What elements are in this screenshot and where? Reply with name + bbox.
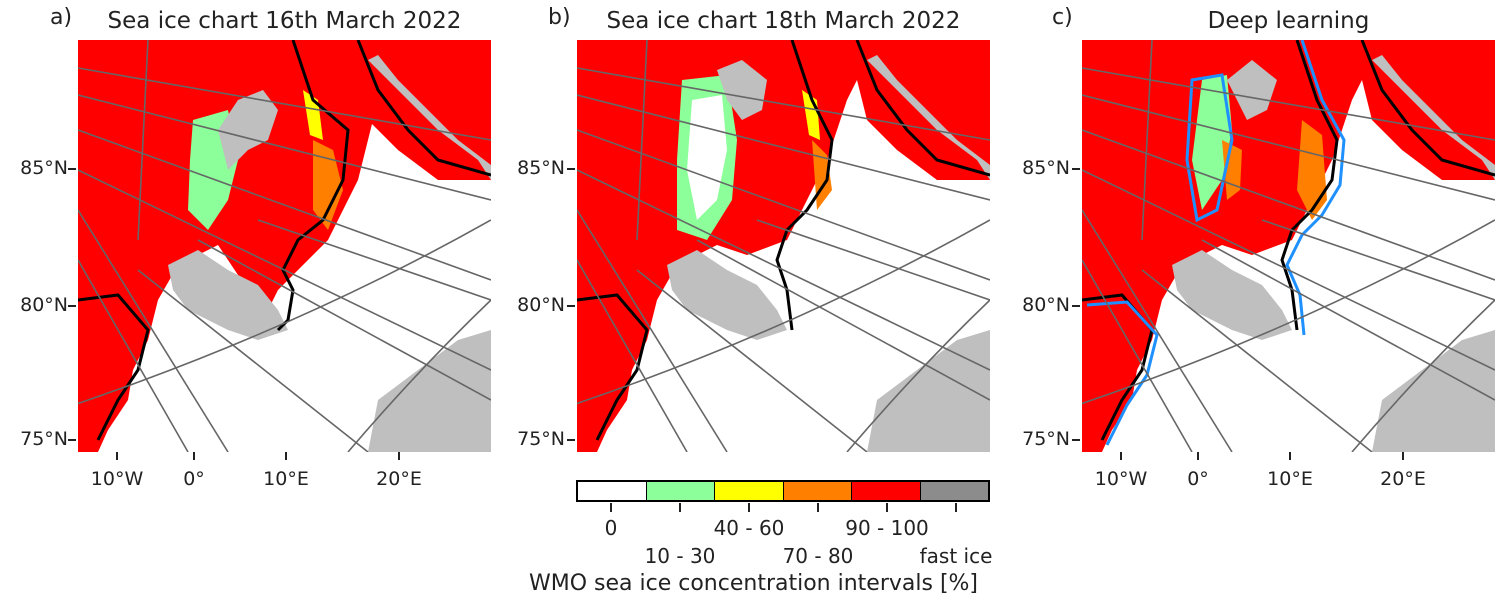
colorbar-label-90-100: 90 - 100 <box>845 516 929 540</box>
map-panel-a <box>78 40 491 452</box>
lat-tick <box>567 439 575 441</box>
lat-tick <box>1072 168 1080 170</box>
colorbar <box>576 480 990 502</box>
lon-tick <box>285 452 287 460</box>
lon-tick <box>1120 452 1122 460</box>
colorbar-tick <box>748 503 750 512</box>
lon-label-10w-a: 10°W <box>90 468 144 490</box>
lon-tick <box>116 452 118 460</box>
lon-label-20e-a: 20°E <box>376 468 422 490</box>
lon-label-10w-c: 10°W <box>1094 468 1148 490</box>
ice-edge-coast <box>855 40 990 177</box>
lon-tick <box>1402 452 1404 460</box>
map-panel-b <box>577 40 990 452</box>
land-svalbard-south <box>168 250 288 340</box>
colorbar-seg-40-60 <box>715 482 784 500</box>
lat-tick <box>68 305 76 307</box>
lat-tick <box>567 305 575 307</box>
colorbar-label-70-80: 70 - 80 <box>782 544 854 568</box>
lon-label-10e-a: 10°E <box>263 468 309 490</box>
ice-edge-line <box>577 40 834 441</box>
lat-tick <box>68 439 76 441</box>
colorbar-seg-0 <box>578 482 647 500</box>
lat-tick <box>567 168 575 170</box>
colorbar-seg-10-30 <box>646 482 715 500</box>
lat-tick <box>68 168 76 170</box>
lat-label-85-a: 85°N <box>20 157 68 179</box>
lat-label-80-a: 80°N <box>20 294 68 316</box>
panel-b-label: b) <box>548 5 571 30</box>
land-svalbard <box>717 60 767 120</box>
panel-a-title: Sea ice chart 16th March 2022 <box>107 8 462 34</box>
ice-90-100 <box>577 40 877 452</box>
lat-label-85-c: 85°N <box>1022 157 1070 179</box>
lon-tick <box>1197 452 1199 460</box>
ice-edge-coast <box>1360 40 1495 177</box>
land-norway <box>368 330 491 452</box>
panel-a-label: a) <box>50 5 73 30</box>
lat-tick <box>1072 439 1080 441</box>
graticule <box>78 40 491 452</box>
ice-70-80-mid <box>1222 140 1242 200</box>
land-greenland-coast <box>867 55 990 180</box>
lon-tick <box>193 452 195 460</box>
land-norway <box>1372 330 1495 452</box>
graticule <box>1082 40 1495 452</box>
colorbar-tick <box>886 503 888 512</box>
ice-40-60 <box>802 90 820 140</box>
colorbar-label-10-30: 10 - 30 <box>644 544 716 568</box>
colorbar-tick <box>817 503 819 512</box>
land-svalbard <box>1227 60 1277 120</box>
prediction-edge-line <box>1086 40 1346 446</box>
lon-label-0-c: 0° <box>1187 468 1209 490</box>
panel-c-label: c) <box>1052 5 1073 30</box>
land-svalbard <box>218 90 278 170</box>
colorbar-title: WMO sea ice concentration intervals [%] <box>529 571 979 596</box>
colorbar-seg-fast-ice <box>920 482 988 500</box>
lat-label-75-c: 75°N <box>1022 428 1070 450</box>
ice-70-80 <box>313 140 343 230</box>
ice-70-80 <box>1297 120 1327 220</box>
ice-edge-coast <box>356 40 491 177</box>
map-panel-c <box>1082 40 1495 452</box>
lat-label-75-a: 75°N <box>20 428 68 450</box>
colorbar-tick <box>610 503 612 512</box>
land-svalbard-south <box>1172 250 1292 340</box>
colorbar-seg-70-80 <box>783 482 852 500</box>
lon-tick <box>1289 452 1291 460</box>
lat-label-80-b: 80°N <box>517 294 565 316</box>
ice-edge-line <box>1082 40 1339 441</box>
ice-10-30 <box>1192 75 1232 210</box>
lon-tick <box>398 452 400 460</box>
graticule <box>577 40 990 452</box>
colorbar-label-0: 0 <box>604 516 618 540</box>
colorbar-tick <box>679 503 681 512</box>
lat-label-75-b: 75°N <box>517 428 565 450</box>
land-greenland-coast <box>1372 55 1495 180</box>
land-greenland-coast <box>368 55 491 180</box>
panel-c-title: Deep learning <box>1207 8 1370 34</box>
lon-label-20e-c: 20°E <box>1380 468 1426 490</box>
land-svalbard-south <box>667 250 787 340</box>
panel-b-title: Sea ice chart 18th March 2022 <box>606 8 961 34</box>
lon-label-10e-c: 10°E <box>1267 468 1313 490</box>
lat-label-85-b: 85°N <box>517 157 565 179</box>
land-norway <box>867 330 990 452</box>
colorbar-label-fast-ice: fast ice <box>919 544 993 568</box>
colorbar-label-40-60: 40 - 60 <box>713 516 785 540</box>
colorbar-seg-90-100 <box>852 482 921 500</box>
colorbar-tick <box>955 503 957 512</box>
lon-label-0-a: 0° <box>183 468 205 490</box>
lat-tick <box>1072 305 1080 307</box>
ice-edge-line <box>78 40 350 441</box>
lat-label-80-c: 80°N <box>1022 294 1070 316</box>
